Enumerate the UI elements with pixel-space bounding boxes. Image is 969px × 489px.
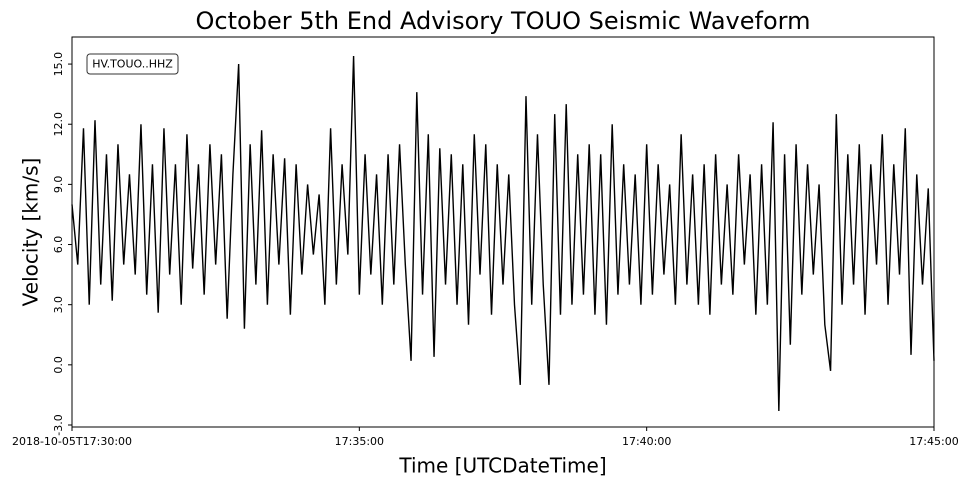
- y-tick-label: 15.0: [52, 52, 65, 77]
- legend-label: HV.TOUO..HHZ: [92, 58, 173, 71]
- y-axis-label: Velocity [km/s]: [19, 158, 43, 307]
- legend-box: [86, 53, 179, 75]
- y-tick-label: 12.0: [52, 112, 65, 137]
- x-axis-label: Time [UTCDateTime]: [398, 454, 606, 478]
- x-tick-label: 2018-10-05T17:30:00: [12, 435, 132, 448]
- x-tick-label: 17:45:00: [909, 435, 958, 448]
- x-tick-label: 17:35:00: [335, 435, 384, 448]
- y-tick-label: -3.0: [52, 414, 65, 435]
- x-tick-label: 17:40:00: [622, 435, 671, 448]
- waveform-line: [71, 56, 935, 411]
- y-tick-label: 9.0: [52, 176, 65, 194]
- plot-frame: [71, 36, 935, 428]
- y-tick-label: 3.0: [52, 296, 65, 314]
- y-tick-label: 0.0: [52, 356, 65, 374]
- y-tick-label: 6.0: [52, 236, 65, 254]
- chart-title: October 5th End Advisory TOUO Seismic Wa…: [196, 7, 811, 35]
